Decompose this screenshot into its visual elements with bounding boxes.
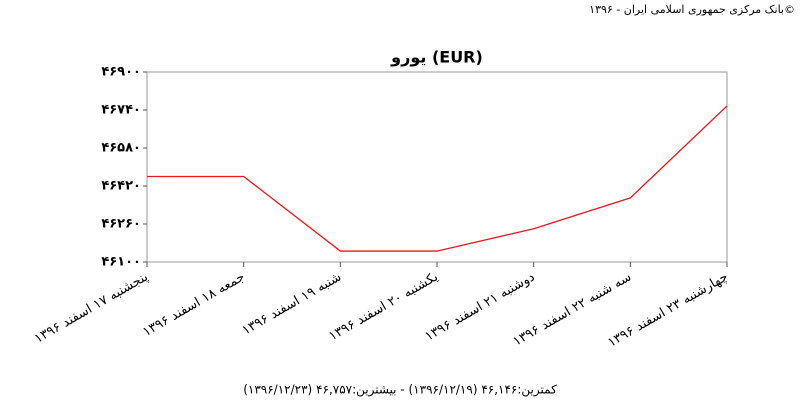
y-tick-label: ۴۶۷۴۰ [101, 103, 141, 118]
chart-title: یورو (EUR) [390, 48, 483, 67]
x-tick-label: پنجشنبه ۱۷ اسفند ۱۳۹۶ [32, 269, 151, 346]
x-tick-label: جمعه ۱۸ اسفند ۱۳۹۶ [140, 270, 247, 340]
source: بانک مرکزی جمهوری اسلامی ایران - ۱۳۹۶© [589, 3, 795, 16]
plot-frame [146, 71, 728, 263]
footer: کمترین:۴۶,۱۴۶ (۱۳۹۶/۱۲/۱۹) - بیشترین:۴۶,… [243, 383, 557, 398]
x-tick-label: شنبه ۱۹ اسفند ۱۳۹۶ [240, 270, 344, 339]
y-tick-label: ۴۶۱۰۰ [101, 255, 141, 270]
y-tick-label: ۴۶۲۶۰ [101, 217, 141, 232]
y-tick-label: ۴۶۴۲۰ [101, 179, 141, 194]
data-line [147, 105, 728, 252]
y-tick-label: ۴۶۵۸۰ [101, 141, 141, 156]
y-tick-label: ۴۶۹۰۰ [101, 65, 141, 80]
